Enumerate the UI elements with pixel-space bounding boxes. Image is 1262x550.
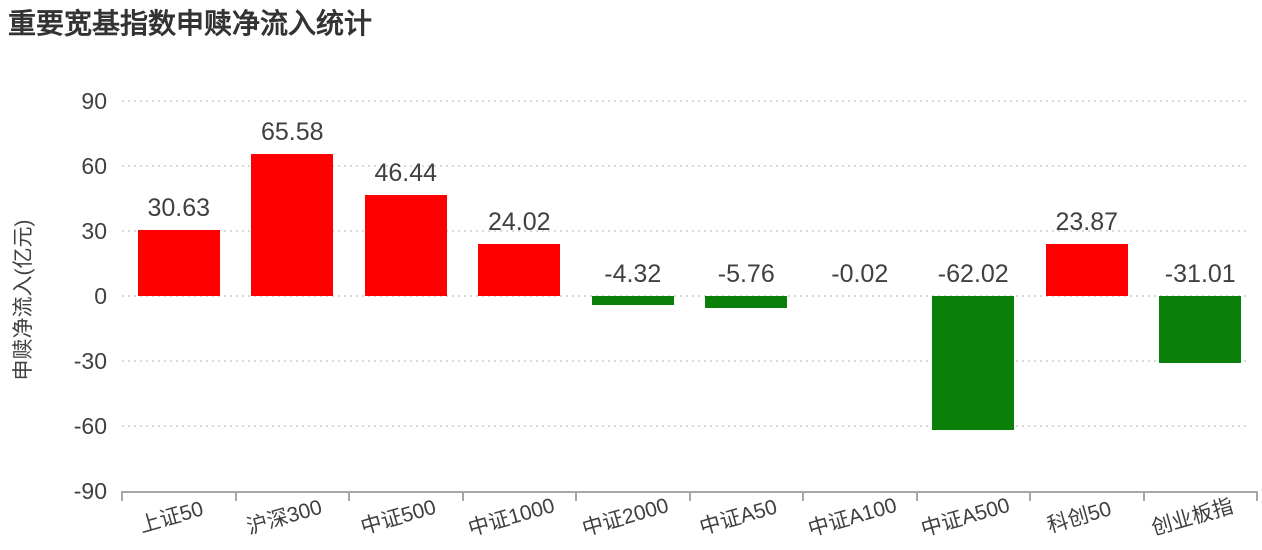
x-label-1: 沪深300 xyxy=(244,495,325,540)
x-axis-tick-3 xyxy=(461,493,464,501)
bar-3 xyxy=(478,243,561,296)
gridline-y-60 xyxy=(122,165,1249,167)
value-label-0: 30.63 xyxy=(147,193,211,222)
x-label-7: 中证A500 xyxy=(918,493,1013,542)
y-tick-label--30: -30 xyxy=(73,348,107,374)
y-tick-label--90: -90 xyxy=(73,478,107,504)
x-label-2: 中证500 xyxy=(357,495,439,540)
value-label-2: 46.44 xyxy=(374,159,438,188)
x-axis-tick-7 xyxy=(915,493,918,501)
x-axis-tick-4 xyxy=(575,493,577,501)
bar-2 xyxy=(364,195,447,296)
x-axis-tick-5 xyxy=(688,493,691,501)
value-label-7: -62.02 xyxy=(937,260,1009,288)
x-label-0: 上证50 xyxy=(136,497,206,538)
y-tick-label-90: 90 xyxy=(81,88,107,114)
x-axis-tick-6 xyxy=(802,493,804,501)
x-axis-tick-8 xyxy=(1029,493,1031,501)
y-tick-label-60: 60 xyxy=(81,153,107,179)
gridline-y--30 xyxy=(122,360,1249,362)
bar-9 xyxy=(1159,296,1242,364)
value-label-3: 24.02 xyxy=(487,207,551,236)
x-axis-line xyxy=(121,491,1258,493)
x-label-5: 中证A50 xyxy=(697,495,780,540)
chart-title: 重要宽基指数申赎净流入统计 xyxy=(8,8,373,39)
y-tick-label--60: -60 xyxy=(73,413,107,439)
bar-8 xyxy=(1045,244,1128,296)
x-axis-tick-0 xyxy=(121,493,123,501)
bar-7 xyxy=(932,296,1015,431)
value-label-9: -31.01 xyxy=(1164,260,1236,288)
y-tick-label-0: 0 xyxy=(94,283,107,309)
x-axis-tick-2 xyxy=(348,493,350,501)
y-tick-label-30: 30 xyxy=(81,218,107,244)
x-label-3: 中证1000 xyxy=(465,494,558,541)
value-label-4: -4.32 xyxy=(604,260,662,288)
bar-0 xyxy=(137,229,220,296)
value-label-1: 65.58 xyxy=(260,117,324,146)
x-axis-tick-10 xyxy=(1256,493,1258,501)
gridline-y-0 xyxy=(122,295,1249,297)
x-label-6: 中证A100 xyxy=(805,493,900,542)
x-label-4: 中证2000 xyxy=(579,494,671,541)
gridline-y-30 xyxy=(122,230,1249,232)
gridline-y-90 xyxy=(122,100,1249,102)
x-label-9: 创业板指 xyxy=(1149,494,1237,541)
bar-1 xyxy=(251,153,334,296)
value-label-6: -0.02 xyxy=(831,260,889,288)
gridline-y--60 xyxy=(122,425,1249,427)
value-label-8: 23.87 xyxy=(1055,208,1119,237)
x-axis-tick-1 xyxy=(234,493,237,501)
bar-4 xyxy=(591,296,674,306)
bar-5 xyxy=(705,296,788,309)
x-axis-tick-9 xyxy=(1142,493,1145,501)
x-label-8: 科创50 xyxy=(1044,497,1114,538)
value-label-5: -5.76 xyxy=(717,260,775,288)
